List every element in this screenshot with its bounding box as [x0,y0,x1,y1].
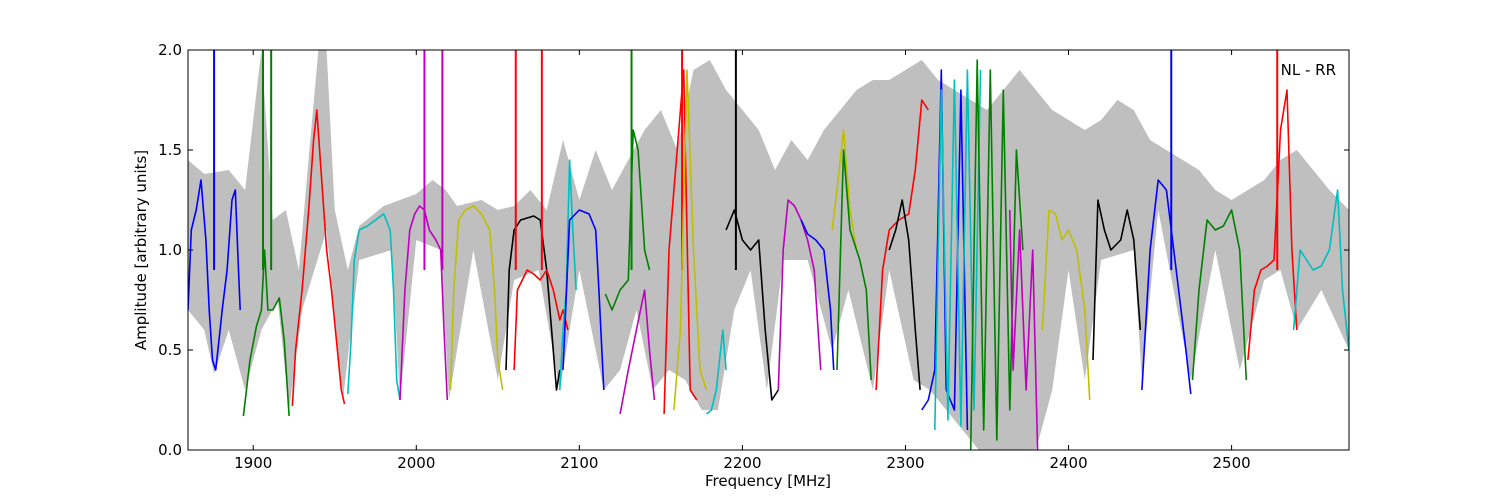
series-line-1 [188,179,241,371]
series-line-13 [663,69,698,415]
series-line-10 [562,209,605,391]
series-line-19 [831,129,858,251]
x-tick-label: 2400 [1049,454,1087,472]
y-tick-label: 1.5 [158,141,182,159]
x-tick-label: 1900 [234,454,272,472]
series-line-25 [969,59,1024,450]
series-line-14 [673,69,708,411]
series-line-4 [347,213,401,401]
series-line-12 [619,289,656,415]
series-line-15 [705,329,727,415]
envelope-band [188,50,1349,450]
series-line-22 [888,199,921,391]
series-line-9 [559,159,577,391]
series-line-3 [291,109,346,407]
x-tick-label: 2000 [397,454,435,472]
series-line-31 [1247,89,1298,361]
series-line-8 [513,269,569,371]
series-line-26 [1009,209,1039,450]
y-tick-label: 0.0 [158,441,182,459]
series-line-17 [777,199,822,391]
series-line-6 [449,205,504,391]
x-tick-label: 2300 [886,454,924,472]
x-tick-label: 2100 [560,454,598,472]
x-tick-label: 2200 [723,454,761,472]
series-line-2 [242,249,290,417]
x-tick-label: 2500 [1213,454,1251,472]
chart-annotation: NL - RR [1281,61,1336,79]
y-axis-label: Amplitude [arbitrary units] [132,150,150,350]
series-line-32 [1292,189,1349,351]
series-line-29 [1141,179,1192,395]
series-line-18 [800,219,835,371]
series-line-7 [505,215,561,391]
series-line-20 [836,149,872,381]
series-line-28 [1092,199,1142,361]
y-tick-label: 0.5 [158,341,182,359]
series-line-30 [1191,209,1248,381]
series-line-21 [875,99,929,391]
y-tick-label: 1.0 [158,241,182,259]
x-axis-label: Frequency [MHz] [705,472,831,490]
y-tick-label: 2.0 [158,41,182,59]
series-line-27 [1041,209,1091,401]
